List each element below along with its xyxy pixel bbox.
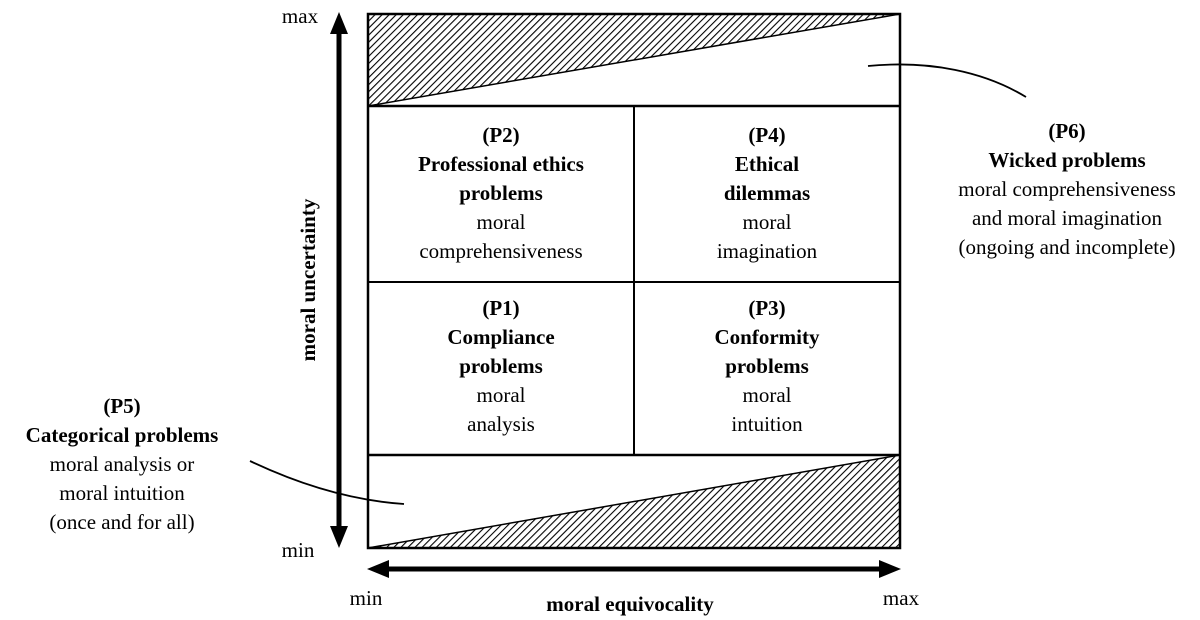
p4-title-line-1: Ethical xyxy=(734,152,800,176)
p2-code: (P2) xyxy=(482,123,520,147)
p2-desc-line-1: moral xyxy=(476,210,526,234)
p1-code: (P1) xyxy=(482,296,520,320)
p6-desc-line-1: moral comprehensiveness xyxy=(958,177,1176,201)
p5-desc-line-1: moral analysis or xyxy=(49,452,195,476)
p1-title-line-1: Compliance xyxy=(447,325,555,349)
p1-desc-line-1: moral xyxy=(476,383,526,407)
p5-title: Categorical problems xyxy=(25,423,219,447)
p3-title-line-2: problems xyxy=(725,354,809,378)
p2-title-line-2: problems xyxy=(459,181,543,205)
top-hatched-triangle xyxy=(367,13,901,107)
callout-p6: (P6) Wicked problems moral comprehensive… xyxy=(934,117,1200,262)
p6-code: (P6) xyxy=(1048,119,1086,143)
x-axis-arrowhead-left xyxy=(367,560,389,578)
p1-desc-line-2: analysis xyxy=(467,412,535,436)
p5-desc-line-2: moral intuition xyxy=(59,481,185,505)
p3-desc-line-2: intuition xyxy=(731,412,803,436)
p4-title-line-2: dilemmas xyxy=(723,181,811,205)
bottom-hatched-triangle xyxy=(367,454,901,549)
cell-p4: (P4) Ethical dilemmas moral imagination xyxy=(636,121,898,266)
callout-p5: (P5) Categorical problems moral analysis… xyxy=(0,392,244,537)
y-axis-max-label: max xyxy=(281,4,319,28)
x-axis-min-label: min xyxy=(349,586,383,610)
p4-desc-line-1: moral xyxy=(742,210,792,234)
p5-code: (P5) xyxy=(103,394,141,418)
cell-p2: (P2) Professional ethics problems moral … xyxy=(370,121,632,266)
p6-title: Wicked problems xyxy=(988,148,1146,172)
p5-desc-line-3: (once and for all) xyxy=(49,510,195,534)
y-axis-arrowhead-bottom xyxy=(330,526,348,548)
p6-connector-curve xyxy=(867,63,1027,98)
p3-code: (P3) xyxy=(748,296,786,320)
p5-connector-curve xyxy=(249,460,405,505)
cell-p1: (P1) Compliance problems moral analysis xyxy=(370,294,632,439)
x-axis-max-label: max xyxy=(882,586,920,610)
p4-desc-line-2: imagination xyxy=(716,239,818,263)
p6-desc-line-2: and moral imagination xyxy=(971,206,1163,230)
y-axis-min-label: min xyxy=(281,538,315,562)
p4-code: (P4) xyxy=(748,123,786,147)
x-axis-title: moral equivocality xyxy=(546,592,714,616)
cell-p3: (P3) Conformity problems moral intuition xyxy=(636,294,898,439)
y-axis-title: moral uncertainty xyxy=(296,198,320,362)
p3-title-line-1: Conformity xyxy=(714,325,820,349)
p1-title-line-2: problems xyxy=(459,354,543,378)
p6-desc-line-3: (ongoing and incomplete) xyxy=(958,235,1176,259)
p3-desc-line-1: moral xyxy=(742,383,792,407)
p2-desc-line-2: comprehensiveness xyxy=(419,239,583,263)
p2-title-line-1: Professional ethics xyxy=(418,152,584,176)
y-axis-arrowhead-top xyxy=(330,12,348,34)
x-axis-arrowhead-right xyxy=(879,560,901,578)
